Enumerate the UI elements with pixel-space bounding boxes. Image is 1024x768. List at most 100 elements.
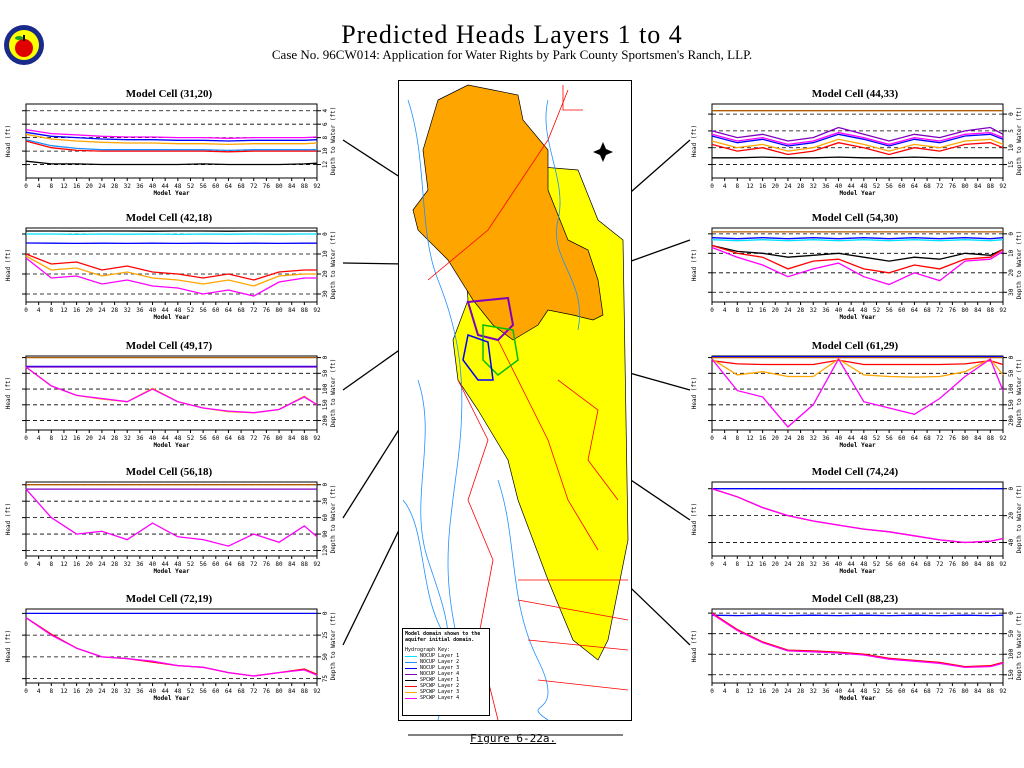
y-tick-label: 75 [322,675,329,683]
x-axis-label: Model Year [153,190,190,197]
figure-subtitle: Case No. 96CW014: Application for Water … [271,47,753,62]
x-axis-label: Model Year [839,695,876,702]
x-tick-label: 68 [923,561,931,568]
x-tick-label: 20 [86,307,94,314]
series-line [25,253,317,281]
x-tick-label: 68 [237,183,245,190]
series-line [25,140,317,153]
basin-area [412,84,604,341]
y-axis-label: Head (ft) [691,630,698,663]
hydrograph-chart: Model Cell (72,19) 0 25 50 75 0 4 8 12 16 20 24 28 32… [2,593,336,718]
x-tick-label: 52 [873,688,881,695]
x-tick-label: 88 [301,183,309,190]
x-tick-label: 16 [759,688,767,695]
x-tick-label: 24 [784,435,792,442]
x-tick-label: 4 [37,307,41,314]
x-tick-label: 84 [288,307,296,314]
x-tick-label: 32 [810,561,818,568]
project-boundary [466,296,515,342]
x-tick-label: 44 [162,561,170,568]
x-tick-label: 76 [949,307,957,314]
y-tick-label: 50 [322,369,329,377]
x-tick-label: 40 [149,307,157,314]
x-tick-label: 92 [313,435,321,442]
y-axis-label: Head (ft) [5,125,12,158]
x-tick-label: 20 [772,307,780,314]
y-tick-label: 150 [1008,669,1015,680]
x-tick-label: 64 [911,435,919,442]
x-tick-label: 48 [174,561,182,568]
x-tick-label: 84 [974,307,982,314]
y-tick-label: 50 [1008,369,1015,377]
series-line [711,142,1004,156]
series-line [711,359,1004,366]
x-tick-label: 16 [759,307,767,314]
x-tick-label: 80 [961,183,969,190]
y-tick-label: 0 [1008,112,1015,116]
plot-frame [711,355,1004,431]
plot-frame [711,103,1004,179]
y-axis-label-right: Depth to Water (ft) [330,359,336,428]
series-line [711,612,1004,668]
y-axis-label-right: Depth to Water (ft) [330,107,336,176]
x-tick-label: 84 [288,183,296,190]
x-tick-label: 80 [961,688,969,695]
x-tick-label: 4 [723,435,727,442]
series-line [25,617,318,677]
y-tick-label: 200 [322,415,329,426]
x-tick-label: 40 [149,561,157,568]
series-line [25,257,317,297]
x-tick-label: 36 [822,435,830,442]
x-tick-label: 40 [149,435,157,442]
y-axis-label-right: Depth to Water (ft) [1016,231,1022,300]
x-tick-label: 76 [263,183,271,190]
legend-swatch [405,697,417,699]
x-tick-label: 20 [86,183,94,190]
x-tick-label: 36 [822,183,830,190]
y-tick-label: 0 [1008,611,1015,615]
series-line [711,244,1004,274]
x-tick-label: 32 [124,688,132,695]
x-tick-label: 56 [886,561,894,568]
x-tick-label: 76 [949,688,957,695]
legend-swatch [405,655,417,657]
x-tick-label: 48 [174,183,182,190]
x-tick-label: 20 [86,435,94,442]
x-tick-label: 92 [313,561,321,568]
x-tick-label: 48 [174,307,182,314]
x-tick-label: 0 [24,307,28,314]
x-tick-label: 16 [759,183,767,190]
x-tick-label: 72 [936,307,944,314]
x-tick-label: 76 [949,435,957,442]
x-tick-label: 72 [250,435,258,442]
x-tick-label: 56 [200,435,208,442]
chart-title: Model Cell (88,23) [811,593,899,605]
x-tick-label: 80 [961,435,969,442]
plot-frame [25,355,318,431]
x-tick-label: 16 [73,307,81,314]
x-tick-label: 56 [200,688,208,695]
y-tick-label: 150 [322,399,329,410]
y-tick-label: 50 [1008,630,1015,638]
compass-rose-icon [593,142,613,162]
x-tick-label: 44 [162,435,170,442]
x-tick-label: 68 [237,435,245,442]
x-tick-label: 16 [759,561,767,568]
x-tick-label: 60 [898,435,906,442]
x-tick-label: 52 [187,688,195,695]
series-line [711,246,1004,286]
x-tick-label: 12 [60,688,68,695]
x-tick-label: 0 [710,435,714,442]
x-tick-label: 92 [999,561,1007,568]
x-tick-label: 64 [225,183,233,190]
x-tick-label: 36 [136,688,144,695]
x-tick-label: 12 [60,183,68,190]
x-tick-label: 4 [723,183,727,190]
x-tick-label: 92 [313,307,321,314]
legend-label: NOCUP Layer 4 [420,671,460,677]
x-tick-label: 48 [860,435,868,442]
x-tick-label: 24 [98,435,106,442]
y-tick-label: 0 [1008,487,1015,491]
y-axis-label: Head (ft) [5,377,12,410]
